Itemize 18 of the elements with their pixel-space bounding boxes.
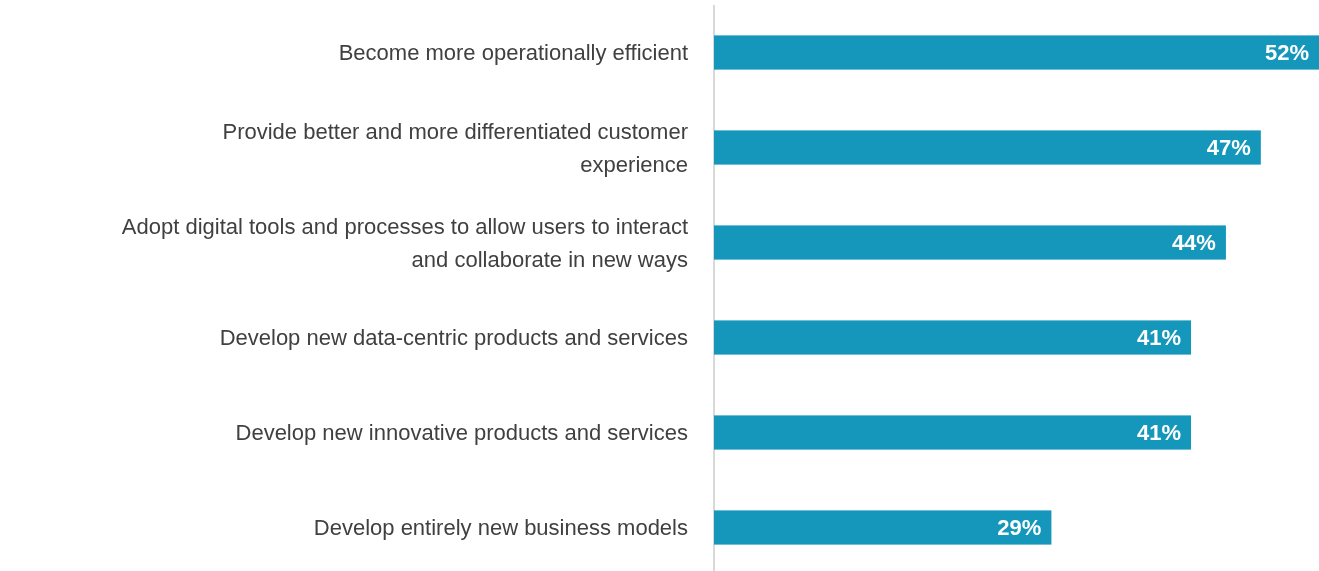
data-label: 52% (1264, 40, 1309, 65)
y-tick-label: Develop new data-centric products and services (219, 325, 688, 350)
bar (714, 415, 1192, 450)
bar (714, 510, 1052, 545)
bar (714, 225, 1226, 260)
y-tick-label: Develop new innovative products and services (235, 420, 688, 445)
data-label: 47% (1206, 135, 1251, 160)
y-tick-label: Provide better and more differentiated customer experience (222, 118, 688, 177)
bar (714, 35, 1319, 70)
y-tick-label: Become more operationally efficient (338, 40, 688, 65)
y-tick-label: Develop entirely new business models (313, 515, 688, 540)
data-label: 44% (1171, 230, 1216, 255)
data-label: 29% (997, 515, 1042, 540)
y-tick-label: Adopt digital tools and processes to allow users to interact and collaborate in new ways (121, 213, 688, 272)
data-label: 41% (1136, 325, 1182, 350)
bar (714, 320, 1192, 355)
data-label: 41% (1136, 420, 1182, 445)
bar (714, 130, 1261, 165)
